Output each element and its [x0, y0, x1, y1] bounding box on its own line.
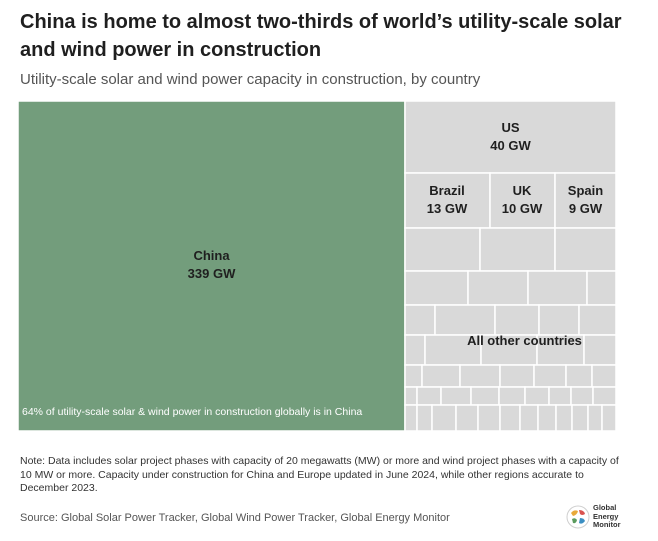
cell-label-china: China: [193, 248, 230, 263]
treemap-cell-other: [499, 404, 521, 432]
treemap-cell-other: [404, 404, 418, 432]
treemap-cell-other: [571, 404, 589, 432]
treemap-cell-other: [404, 334, 426, 366]
treemap-cell-other: [494, 304, 540, 336]
treemap-cell-other: [470, 386, 500, 406]
cell-value-brazil: 13 GW: [427, 201, 468, 216]
treemap-cell-other: [416, 386, 442, 406]
treemap-cell-other: [524, 386, 550, 406]
treemap-cell-other: [467, 270, 529, 306]
treemap-cell-other: [592, 386, 617, 406]
cell-value-us: 40 GW: [490, 138, 531, 153]
treemap-cell-other: [404, 304, 436, 336]
treemap-cell-other: [538, 304, 580, 336]
treemap-cell-other: [416, 404, 433, 432]
logo-text: Global Energy Monitor: [593, 503, 621, 530]
globe-icon: [566, 505, 590, 529]
treemap-cell-china: [17, 100, 406, 432]
treemap-cell-other: [404, 270, 469, 306]
treemap-cell-other: [434, 304, 496, 336]
treemap-cell-other: [537, 404, 557, 432]
treemap-cell-other: [583, 334, 617, 366]
logo-line-1: Global: [593, 503, 617, 512]
treemap-cell-other: [421, 364, 461, 388]
treemap-cell-other: [477, 404, 501, 432]
treemap-cell-other: [578, 304, 617, 336]
treemap-cell-spain: [554, 172, 617, 229]
treemap-cell-other: [498, 386, 526, 406]
treemap-cell-other: [591, 364, 617, 388]
treemap-cell-other: [480, 334, 538, 366]
treemap-cell-other: [527, 270, 588, 306]
chart-source: Source: Global Solar Power Tracker, Glob…: [20, 512, 450, 524]
cell-value-china: 339 GW: [188, 266, 236, 281]
treemap-cell-other: [533, 364, 567, 388]
cell-label-uk: UK: [513, 183, 532, 198]
treemap-cell-other: [404, 364, 423, 388]
chart-subtitle: Utility-scale solar and wind power capac…: [20, 71, 481, 88]
logo-line-3: Monitor: [593, 520, 621, 529]
cell-value-uk: 10 GW: [502, 201, 543, 216]
treemap-cell-other: [459, 364, 501, 388]
treemap-cell-other: [554, 227, 617, 272]
treemap-cell-other: [555, 404, 573, 432]
logo-line-2: Energy: [593, 511, 619, 521]
treemap-cell-other: [479, 227, 556, 272]
treemap-cell-us: [404, 100, 617, 174]
treemap-cell-other: [548, 386, 572, 406]
treemap-cell-other: [601, 404, 617, 432]
gem-logo: Global Energy Monitor: [565, 502, 655, 532]
cell-label-spain: Spain: [568, 183, 603, 198]
treemap-cell-other: [499, 364, 535, 388]
treemap-cell-other: [587, 404, 603, 432]
cell-label-brazil: Brazil: [429, 183, 464, 198]
cell-value-spain: 9 GW: [569, 201, 603, 216]
treemap-cell-other: [586, 270, 617, 306]
other-countries-label: All other countries: [467, 333, 582, 348]
treemap-chart: China 339 GW US 40 GW Brazil 13 GW UK 10 GW Spai…: [17, 100, 617, 432]
treemap-cell-other: [565, 364, 593, 388]
treemap-cell-other: [431, 404, 457, 432]
treemap-cell-brazil: [404, 172, 491, 229]
treemap-cell-other: [440, 386, 472, 406]
treemap-cell-other: [404, 386, 418, 406]
china-share-annotation: 64% of utility-scale solar & wind power …: [22, 406, 362, 418]
chart-note: Note: Data includes solar project phases…: [20, 455, 619, 494]
treemap-cell-other: [404, 227, 481, 272]
treemap-cell-other: [455, 404, 479, 432]
cell-label-us: US: [501, 120, 519, 135]
treemap-cell-other: [570, 386, 594, 406]
treemap-cell-other: [519, 404, 539, 432]
chart-title: China is home to almost two-thirds of wo…: [20, 11, 622, 61]
